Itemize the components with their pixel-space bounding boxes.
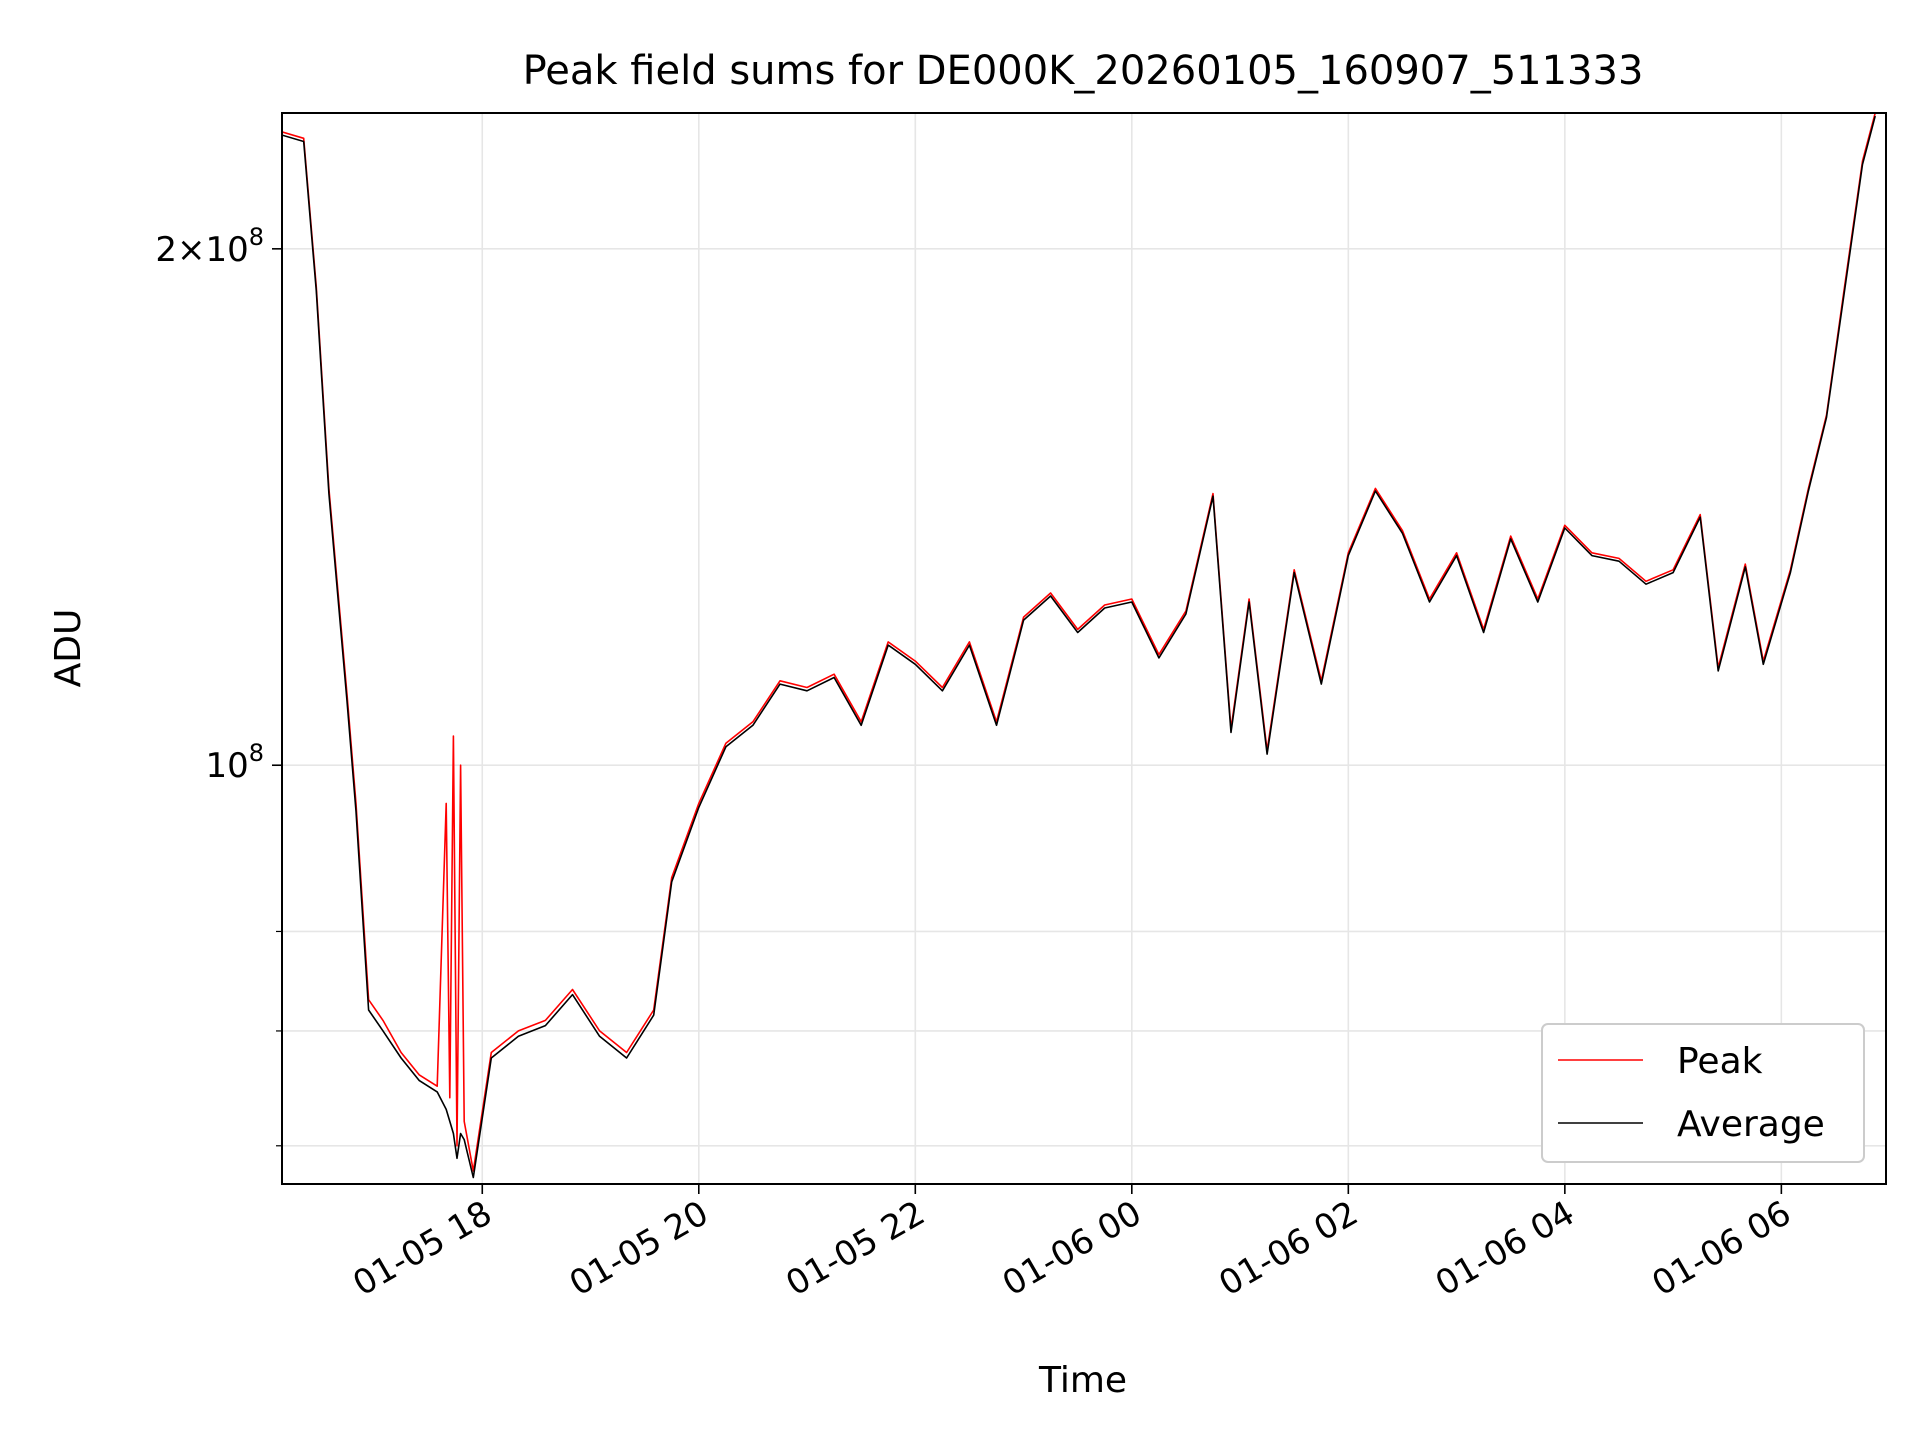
series-line-peak	[282, 113, 1876, 1172]
legend-box	[1541, 1023, 1865, 1163]
y-tick-label: 108	[205, 739, 264, 786]
legend-peak-label: Peak	[1677, 1041, 1763, 1082]
y-tick-label: 2×108	[155, 223, 264, 270]
legend-average-label: Average	[1677, 1104, 1825, 1145]
x-axis-label: Time	[1038, 1360, 1127, 1401]
series-line-average	[282, 115, 1876, 1179]
series-layer	[282, 113, 1876, 1179]
chart-title: Peak field sums for DE000K_20260105_1609…	[523, 48, 1644, 94]
legend: Peak Average	[1541, 1023, 1865, 1163]
plot-frame	[281, 112, 1887, 1185]
y-axis-label: ADU	[48, 609, 89, 688]
